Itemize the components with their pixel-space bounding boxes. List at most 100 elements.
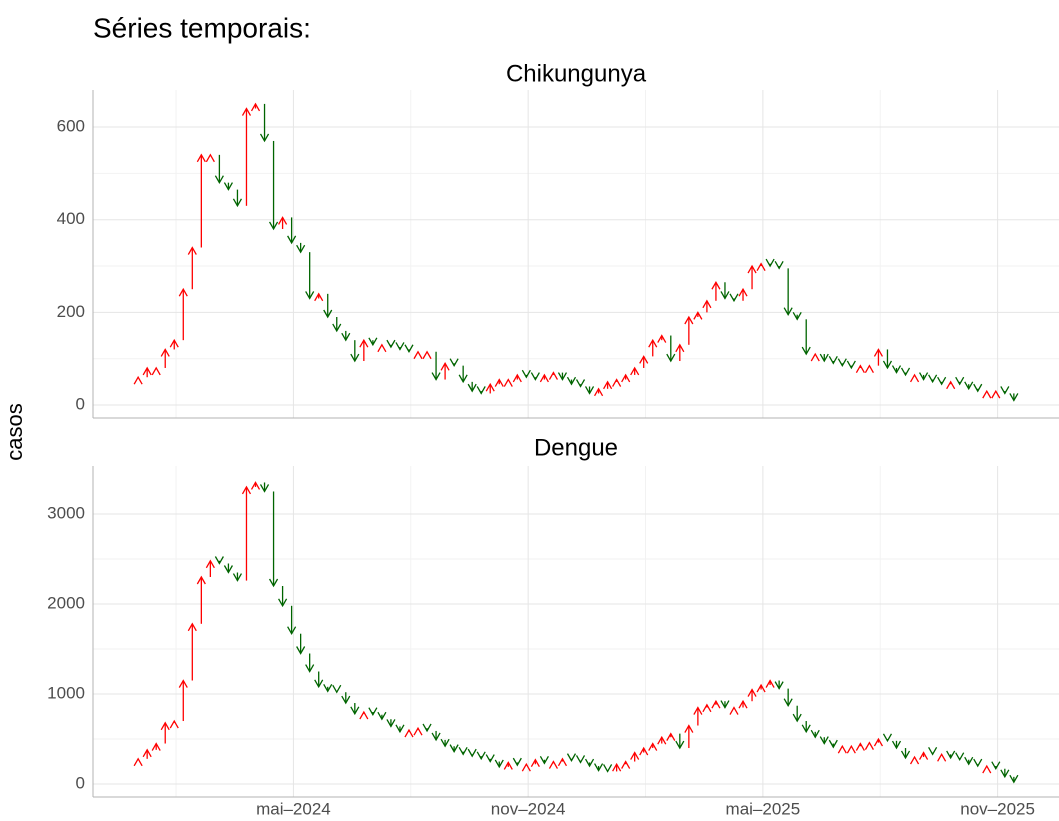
arrow-head: [828, 356, 838, 365]
arrow-head: [521, 762, 531, 772]
arrow: [919, 751, 929, 760]
arrow: [711, 280, 721, 301]
page-title: Séries temporais:: [93, 12, 311, 43]
arrow: [287, 217, 297, 245]
arrow-head: [720, 700, 730, 709]
arrow-head: [566, 376, 577, 386]
arrow-head: [982, 764, 992, 774]
arrow-head: [566, 753, 577, 762]
arrow: [964, 756, 974, 766]
arrow: [575, 379, 586, 388]
arrow-head: [855, 364, 865, 373]
arrow: [864, 741, 874, 750]
arrow: [205, 559, 215, 577]
arrow: [648, 742, 658, 751]
arrow: [341, 330, 351, 342]
arrow: [882, 349, 893, 370]
arrow-head: [873, 737, 884, 747]
arrow-head: [594, 763, 604, 772]
arrow-head: [937, 753, 947, 762]
arrow-head: [287, 235, 297, 245]
arrow: [169, 338, 179, 350]
arrow: [828, 739, 838, 749]
y-axis-label: casos: [2, 403, 27, 460]
x-tick-label: mai–2025: [726, 799, 801, 818]
arrow: [973, 383, 983, 393]
arrow-head: [268, 578, 279, 588]
arrow: [873, 737, 884, 747]
arrow-head: [612, 762, 622, 772]
y-tick-label: 600: [57, 117, 85, 136]
arrow: [738, 287, 748, 301]
arrow-head: [494, 759, 504, 769]
arrow: [584, 758, 595, 768]
arrow-head: [196, 575, 206, 585]
arrow-head: [485, 754, 495, 763]
arrow-head: [151, 742, 161, 751]
arrow: [801, 319, 811, 356]
arrow: [855, 364, 865, 373]
arrow: [133, 757, 143, 767]
y-tick-label: 200: [57, 302, 85, 321]
arrow-head: [431, 372, 441, 381]
arrow: [612, 378, 622, 387]
arrow: [539, 756, 549, 765]
arrow: [846, 360, 856, 370]
arrow: [142, 748, 152, 759]
arrow: [630, 751, 640, 762]
arrow-head: [702, 703, 712, 713]
arrow: [133, 375, 143, 385]
arrow-head: [819, 353, 829, 363]
arrow-head: [973, 758, 983, 768]
arrow-head: [973, 383, 983, 393]
arrow: [693, 311, 703, 320]
arrow: [639, 355, 649, 368]
arrow-head: [223, 182, 233, 191]
arrow-head: [232, 198, 243, 208]
arrow-head: [368, 707, 378, 717]
arrow-head: [729, 293, 739, 303]
arrow-head: [548, 371, 558, 380]
arrow: [621, 760, 631, 769]
arrow: [621, 373, 631, 383]
arrow-head: [377, 711, 387, 721]
arrow: [332, 684, 342, 694]
arrow: [684, 315, 694, 345]
y-tick-label: 2000: [47, 593, 85, 612]
arrow: [991, 761, 1001, 771]
arrow-head: [160, 721, 170, 731]
arrow-head: [675, 740, 685, 750]
arrow: [530, 758, 540, 768]
arrow: [169, 719, 179, 729]
arrow-head: [928, 747, 938, 756]
arrow-head: [241, 107, 252, 116]
arrow: [187, 622, 197, 681]
arrow-head: [214, 175, 224, 184]
arrow-head: [630, 751, 640, 760]
arrow-head: [503, 378, 513, 387]
arrow: [305, 252, 315, 300]
arrow: [431, 351, 441, 381]
arrow-head: [648, 338, 658, 348]
arrow-head: [810, 729, 820, 739]
arrow-head: [612, 378, 622, 387]
arrow-head: [575, 755, 586, 764]
arrow-head: [864, 364, 874, 373]
arrow-head: [991, 389, 1001, 399]
arrow: [702, 703, 712, 713]
arrow-head: [630, 366, 640, 376]
arrow: [160, 348, 170, 368]
arrow: [801, 721, 811, 734]
arrow-head: [900, 750, 911, 760]
arrow-head: [359, 710, 369, 720]
arrow-head: [675, 343, 685, 353]
arrow-head: [621, 760, 631, 769]
arrow: [278, 585, 288, 608]
panel-title: Chikungunya: [506, 60, 647, 87]
arrow: [928, 747, 938, 756]
arrow-head: [711, 699, 721, 709]
arrow-head: [1009, 393, 1019, 402]
arrow-head: [350, 353, 360, 363]
arrow-head: [250, 481, 261, 490]
arrow: [404, 344, 414, 354]
